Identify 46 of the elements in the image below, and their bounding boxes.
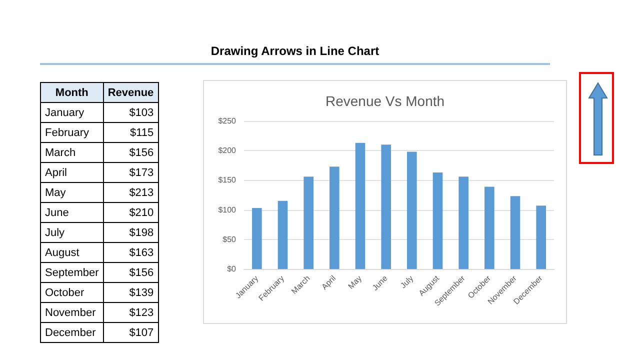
bar <box>278 200 288 269</box>
text: $139 <box>103 282 158 302</box>
bar <box>458 176 468 269</box>
text: $107 <box>103 322 158 342</box>
text: March <box>40 142 104 162</box>
text: November <box>40 302 104 322</box>
bar <box>510 196 520 269</box>
y-tick-label: $250 <box>218 116 237 126</box>
text: $198 <box>103 222 158 242</box>
text: January <box>40 102 104 122</box>
y-tick-label: $150 <box>218 176 237 185</box>
chart-title: Revenue Vs Month <box>325 93 445 109</box>
text: $213 <box>103 182 158 202</box>
bar <box>484 186 494 269</box>
bar <box>536 206 546 269</box>
text: Drawing Arrows in Line Chart <box>40 44 550 65</box>
bar <box>381 144 391 269</box>
text: May <box>40 182 104 202</box>
text: June <box>40 202 104 222</box>
y-tick-label: $100 <box>218 205 237 214</box>
text: $123 <box>103 302 158 322</box>
bar <box>407 152 417 269</box>
bar <box>304 176 314 269</box>
text: $156 <box>103 262 158 282</box>
x-tick-label: May <box>346 274 364 291</box>
text: $210 <box>103 202 158 222</box>
y-tick-label: $200 <box>218 146 237 156</box>
bar <box>432 172 443 269</box>
text: $163 <box>103 242 158 262</box>
text: $156 <box>103 142 158 162</box>
text: August <box>40 242 104 262</box>
y-tick-label: $50 <box>222 234 237 244</box>
text: February <box>40 122 104 142</box>
text: $103 <box>103 102 158 122</box>
text: July <box>40 222 104 242</box>
text: $173 <box>103 162 158 182</box>
y-tick-label: $0 <box>227 264 237 274</box>
text: Month <box>40 82 104 102</box>
text: Revenue <box>103 82 158 102</box>
bar <box>330 166 340 269</box>
text: $115 <box>103 122 158 142</box>
text: April <box>40 162 104 182</box>
x-tick-label: July <box>398 274 416 290</box>
text: December <box>40 322 104 342</box>
bar <box>355 142 366 269</box>
bar <box>252 208 262 269</box>
